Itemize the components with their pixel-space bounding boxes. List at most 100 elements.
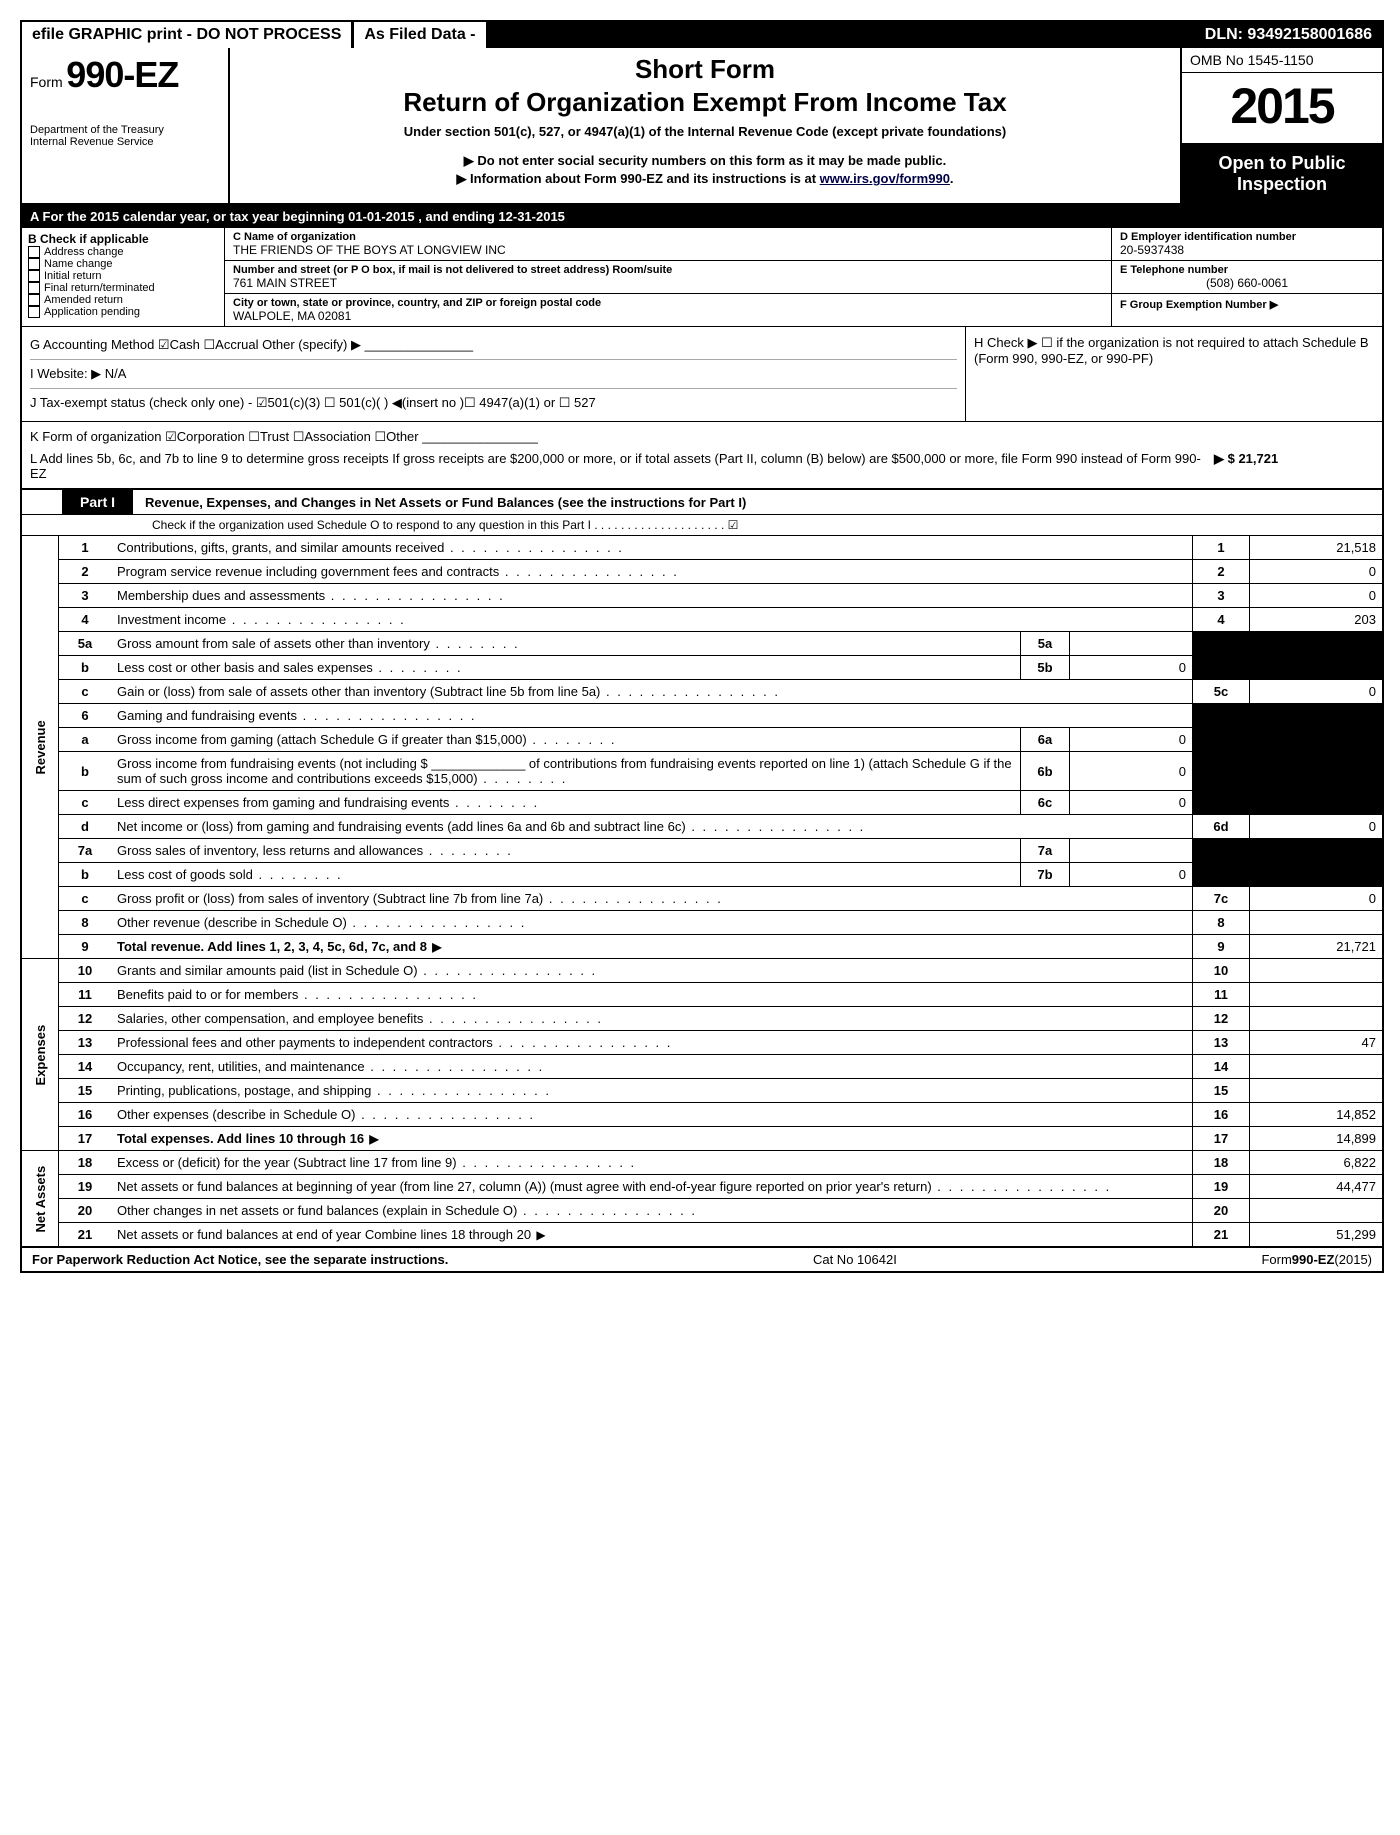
right-line-value bbox=[1250, 1199, 1383, 1223]
table-row: bLess cost of goods sold7b0 bbox=[22, 863, 1382, 887]
revenue-table: Revenue1Contributions, gifts, grants, an… bbox=[22, 536, 1382, 959]
table-row: 21Net assets or fund balances at end of … bbox=[22, 1223, 1382, 1247]
line-number: 21 bbox=[59, 1223, 112, 1247]
right-line-number: 12 bbox=[1193, 1007, 1250, 1031]
footer-left: For Paperwork Reduction Act Notice, see … bbox=[32, 1252, 448, 1267]
footer-right: Form990-EZ(2015) bbox=[1261, 1252, 1372, 1267]
line-number: 4 bbox=[59, 608, 112, 632]
inline-line-number: 6a bbox=[1021, 728, 1070, 752]
chk-name-change[interactable]: Name change bbox=[28, 258, 218, 270]
dln: DLN: 93492158001686 bbox=[1195, 22, 1382, 48]
chk-application-pending[interactable]: Application pending bbox=[28, 306, 218, 318]
line-description: Less cost or other basis and sales expen… bbox=[111, 656, 1021, 680]
right-line-value: 6,822 bbox=[1250, 1151, 1383, 1175]
section-b: B Check if applicable Address change Nam… bbox=[22, 228, 225, 326]
table-row: 13Professional fees and other payments t… bbox=[22, 1031, 1382, 1055]
omb-number: OMB No 1545-1150 bbox=[1182, 48, 1382, 73]
section-c: C Name of organization THE FRIENDS OF TH… bbox=[225, 228, 1112, 326]
right-line-number: 15 bbox=[1193, 1079, 1250, 1103]
section-bcdef: B Check if applicable Address change Nam… bbox=[22, 228, 1382, 327]
line-number: 7a bbox=[59, 839, 112, 863]
right-line-number: 1 bbox=[1193, 536, 1250, 560]
right-line-value: 14,852 bbox=[1250, 1103, 1383, 1127]
right-line-value: 51,299 bbox=[1250, 1223, 1383, 1247]
table-row: 11Benefits paid to or for members11 bbox=[22, 983, 1382, 1007]
form-page: efile GRAPHIC print - DO NOT PROCESS As … bbox=[20, 20, 1384, 1273]
line-description: Total revenue. Add lines 1, 2, 3, 4, 5c,… bbox=[111, 935, 1193, 959]
line-number: 11 bbox=[59, 983, 112, 1007]
org-name: THE FRIENDS OF THE BOYS AT LONGVIEW INC bbox=[233, 243, 1103, 257]
ein-label: D Employer identification number bbox=[1120, 231, 1374, 243]
irs: Internal Revenue Service bbox=[30, 136, 220, 148]
right-val-blank bbox=[1250, 752, 1383, 791]
line-number: 18 bbox=[59, 1151, 112, 1175]
line-number: 9 bbox=[59, 935, 112, 959]
side-label-expenses: Expenses bbox=[22, 959, 59, 1151]
table-row: Net Assets18Excess or (deficit) for the … bbox=[22, 1151, 1382, 1175]
as-filed: As Filed Data - bbox=[354, 22, 488, 48]
line-description: Net assets or fund balances at beginning… bbox=[111, 1175, 1193, 1199]
ein: 20-5937438 bbox=[1120, 243, 1374, 257]
right-line-value bbox=[1250, 1007, 1383, 1031]
line-number: a bbox=[59, 728, 112, 752]
right-line-number: 11 bbox=[1193, 983, 1250, 1007]
line-number: b bbox=[59, 656, 112, 680]
chk-final-return[interactable]: Final return/terminated bbox=[28, 282, 218, 294]
group-exemption-label: F Group Exemption Number ▶ bbox=[1120, 299, 1278, 311]
chk-amended-return[interactable]: Amended return bbox=[28, 294, 218, 306]
right-line-number: 18 bbox=[1193, 1151, 1250, 1175]
right-val-blank bbox=[1250, 863, 1383, 887]
header-center: Short Form Return of Organization Exempt… bbox=[230, 48, 1180, 203]
right-line-number: 14 bbox=[1193, 1055, 1250, 1079]
line-description: Salaries, other compensation, and employ… bbox=[111, 1007, 1193, 1031]
form-header: Form 990-EZ Department of the Treasury I… bbox=[22, 48, 1382, 205]
line-description: Gross income from fundraising events (no… bbox=[111, 752, 1021, 791]
right-line-value: 0 bbox=[1250, 560, 1383, 584]
instruction-2: ▶ Information about Form 990-EZ and its … bbox=[242, 171, 1168, 187]
line-number: c bbox=[59, 887, 112, 911]
part-i-title: Revenue, Expenses, and Changes in Net As… bbox=[133, 495, 746, 510]
city-label: City or town, state or province, country… bbox=[233, 297, 1103, 309]
line-number: 20 bbox=[59, 1199, 112, 1223]
line-number: 6 bbox=[59, 704, 112, 728]
right-line-value: 21,518 bbox=[1250, 536, 1383, 560]
chk-address-change[interactable]: Address change bbox=[28, 246, 218, 258]
right-line-number: 7c bbox=[1193, 887, 1250, 911]
right-line-number: 19 bbox=[1193, 1175, 1250, 1199]
table-row: 19Net assets or fund balances at beginni… bbox=[22, 1175, 1382, 1199]
section-kl: K Form of organization ☑Corporation ☐Tru… bbox=[22, 422, 1382, 490]
right-line-value bbox=[1250, 1055, 1383, 1079]
inline-line-number: 7a bbox=[1021, 839, 1070, 863]
table-row: Revenue1Contributions, gifts, grants, an… bbox=[22, 536, 1382, 560]
right-line-number: 13 bbox=[1193, 1031, 1250, 1055]
line-number: 2 bbox=[59, 560, 112, 584]
right-line-number bbox=[1193, 704, 1250, 728]
line-description: Occupancy, rent, utilities, and maintena… bbox=[111, 1055, 1193, 1079]
right-line-number: 5c bbox=[1193, 680, 1250, 704]
line-number: 19 bbox=[59, 1175, 112, 1199]
right-line-value: 0 bbox=[1250, 815, 1383, 839]
irs-link[interactable]: www.irs.gov/form990 bbox=[820, 171, 950, 186]
table-row: 3Membership dues and assessments30 bbox=[22, 584, 1382, 608]
line-number: 17 bbox=[59, 1127, 112, 1151]
efile-notice: efile GRAPHIC print - DO NOT PROCESS bbox=[22, 22, 354, 48]
table-row: cGross profit or (loss) from sales of in… bbox=[22, 887, 1382, 911]
inline-line-value: 0 bbox=[1070, 752, 1193, 791]
line-description: Membership dues and assessments bbox=[111, 584, 1193, 608]
short-form-title: Short Form bbox=[242, 54, 1168, 85]
right-line-number: 4 bbox=[1193, 608, 1250, 632]
dept-treasury: Department of the Treasury bbox=[30, 124, 220, 136]
table-row: 4Investment income4203 bbox=[22, 608, 1382, 632]
right-val-blank bbox=[1250, 632, 1383, 656]
netassets-table: Net Assets18Excess or (deficit) for the … bbox=[22, 1151, 1382, 1247]
form-prefix: Form bbox=[30, 74, 63, 90]
instruction-1: ▶ Do not enter social security numbers o… bbox=[242, 153, 1168, 169]
table-row: bLess cost or other basis and sales expe… bbox=[22, 656, 1382, 680]
part-i-header: Part I Revenue, Expenses, and Changes in… bbox=[22, 490, 1382, 515]
right-line-value: 203 bbox=[1250, 608, 1383, 632]
chk-initial-return[interactable]: Initial return bbox=[28, 270, 218, 282]
line-description: Printing, publications, postage, and shi… bbox=[111, 1079, 1193, 1103]
line-number: 1 bbox=[59, 536, 112, 560]
inline-line-value: 0 bbox=[1070, 656, 1193, 680]
line-description: Program service revenue including govern… bbox=[111, 560, 1193, 584]
